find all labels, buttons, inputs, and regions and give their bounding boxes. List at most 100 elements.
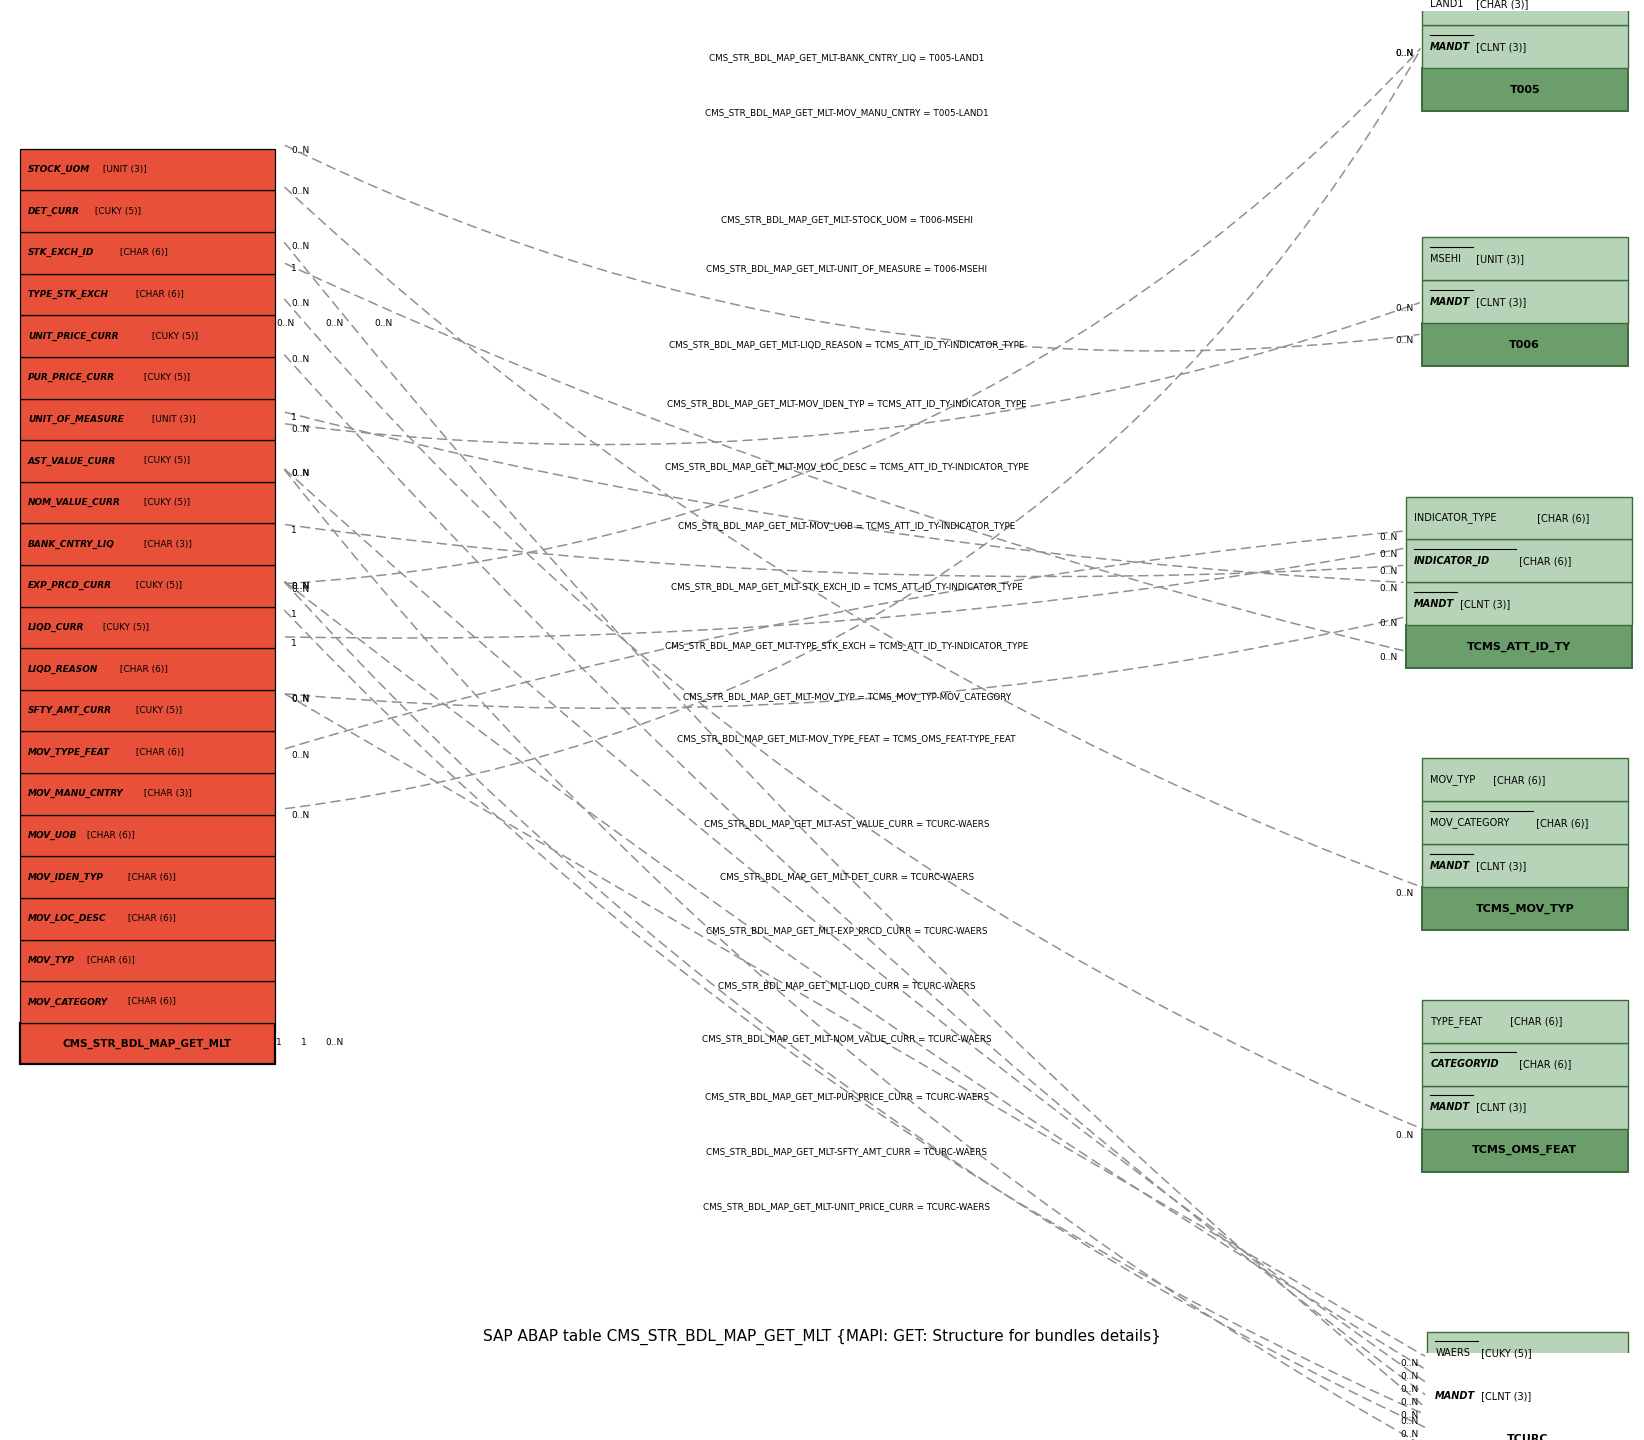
Text: LIQD_CURR: LIQD_CURR <box>28 624 84 632</box>
Text: [CHAR (3)]: [CHAR (3)] <box>141 789 192 798</box>
Text: MANDT: MANDT <box>1435 1391 1475 1401</box>
FancyBboxPatch shape <box>1406 540 1632 582</box>
Text: WAERS: WAERS <box>1435 1348 1470 1358</box>
Text: [CHAR (6)]: [CHAR (6)] <box>117 664 168 674</box>
Text: [CHAR (6)]: [CHAR (6)] <box>1516 556 1572 566</box>
FancyBboxPatch shape <box>1422 1043 1628 1086</box>
FancyBboxPatch shape <box>1422 801 1628 844</box>
FancyBboxPatch shape <box>20 732 275 773</box>
Text: UNIT_PRICE_CURR: UNIT_PRICE_CURR <box>28 331 118 341</box>
Text: [CHAR (6)]: [CHAR (6)] <box>84 956 135 965</box>
Text: 0..N: 0..N <box>1396 49 1414 58</box>
Text: 0..N: 0..N <box>291 425 309 435</box>
FancyBboxPatch shape <box>1427 1417 1628 1440</box>
Text: CMS_STR_BDL_MAP_GET_MLT-MOV_LOC_DESC = TCMS_ATT_ID_TY-INDICATOR_TYPE: CMS_STR_BDL_MAP_GET_MLT-MOV_LOC_DESC = T… <box>664 462 1029 471</box>
Text: [CLNT (3)]: [CLNT (3)] <box>1473 861 1526 871</box>
Text: CMS_STR_BDL_MAP_GET_MLT-NOM_VALUE_CURR = TCURC-WAERS: CMS_STR_BDL_MAP_GET_MLT-NOM_VALUE_CURR =… <box>702 1034 991 1044</box>
Text: CMS_STR_BDL_MAP_GET_MLT-UNIT_OF_MEASURE = T006-MSEHI: CMS_STR_BDL_MAP_GET_MLT-UNIT_OF_MEASURE … <box>707 264 986 272</box>
FancyBboxPatch shape <box>1422 0 1628 26</box>
Text: [CHAR (6)]: [CHAR (6)] <box>84 831 135 840</box>
Text: 0..N: 0..N <box>1396 888 1414 899</box>
Text: CMS_STR_BDL_MAP_GET_MLT-MOV_TYPE_FEAT = TCMS_OMS_FEAT-TYPE_FEAT: CMS_STR_BDL_MAP_GET_MLT-MOV_TYPE_FEAT = … <box>677 734 1016 743</box>
Text: [CHAR (6)]: [CHAR (6)] <box>125 914 176 923</box>
Text: CMS_STR_BDL_MAP_GET_MLT-PUR_PRICE_CURR = TCURC-WAERS: CMS_STR_BDL_MAP_GET_MLT-PUR_PRICE_CURR =… <box>705 1092 988 1102</box>
Text: 0..N: 0..N <box>291 586 309 595</box>
Text: [CHAR (6)]: [CHAR (6)] <box>1508 1017 1562 1027</box>
Text: [CHAR (6)]: [CHAR (6)] <box>1532 818 1588 828</box>
Text: 1: 1 <box>291 638 296 648</box>
Text: MANDT: MANDT <box>1430 42 1470 52</box>
FancyBboxPatch shape <box>20 606 275 648</box>
Text: [CLNT (3)]: [CLNT (3)] <box>1457 599 1509 609</box>
FancyBboxPatch shape <box>1406 582 1632 625</box>
Text: AST_VALUE_CURR: AST_VALUE_CURR <box>28 456 117 465</box>
Text: MOV_TYP: MOV_TYP <box>1430 775 1476 785</box>
Text: 0..N: 0..N <box>1396 336 1414 344</box>
FancyBboxPatch shape <box>20 1022 275 1064</box>
FancyBboxPatch shape <box>20 648 275 690</box>
Text: TYPE_FEAT: TYPE_FEAT <box>1430 1017 1483 1027</box>
Text: 0..N: 0..N <box>1401 1411 1419 1420</box>
Text: [CUKY (5)]: [CUKY (5)] <box>141 498 189 507</box>
FancyBboxPatch shape <box>1422 68 1628 111</box>
Text: [CUKY (5)]: [CUKY (5)] <box>1478 1348 1532 1358</box>
Text: [UNIT (3)]: [UNIT (3)] <box>1473 253 1524 264</box>
Text: [CUKY (5)]: [CUKY (5)] <box>133 582 182 590</box>
FancyBboxPatch shape <box>1422 887 1628 930</box>
FancyBboxPatch shape <box>20 441 275 482</box>
Text: 0..N: 0..N <box>1379 533 1397 541</box>
Text: 0..N: 0..N <box>291 187 309 196</box>
Text: 1: 1 <box>291 526 296 536</box>
Text: 0..N: 0..N <box>1379 567 1397 576</box>
Text: CMS_STR_BDL_MAP_GET_MLT-EXP_PRCD_CURR = TCURC-WAERS: CMS_STR_BDL_MAP_GET_MLT-EXP_PRCD_CURR = … <box>705 926 988 935</box>
Text: STOCK_UOM: STOCK_UOM <box>28 166 90 174</box>
Text: 1: 1 <box>276 1038 281 1047</box>
Text: 1: 1 <box>291 264 296 274</box>
FancyBboxPatch shape <box>20 690 275 732</box>
Text: CMS_STR_BDL_MAP_GET_MLT-LIQD_CURR = TCURC-WAERS: CMS_STR_BDL_MAP_GET_MLT-LIQD_CURR = TCUR… <box>718 981 975 989</box>
Text: CATEGORYID: CATEGORYID <box>1430 1060 1499 1070</box>
Text: 0..N: 0..N <box>276 320 294 328</box>
FancyBboxPatch shape <box>20 815 275 857</box>
Text: 0..N: 0..N <box>291 354 309 364</box>
Text: MOV_TYP: MOV_TYP <box>28 956 76 965</box>
FancyBboxPatch shape <box>20 357 275 399</box>
Text: STK_EXCH_ID: STK_EXCH_ID <box>28 248 94 258</box>
FancyBboxPatch shape <box>20 190 275 232</box>
Text: [CUKY (5)]: [CUKY (5)] <box>133 706 182 716</box>
Text: [UNIT (3)]: [UNIT (3)] <box>148 415 196 423</box>
FancyBboxPatch shape <box>1406 625 1632 668</box>
Text: LIQD_REASON: LIQD_REASON <box>28 664 99 674</box>
Text: 0..N: 0..N <box>1396 304 1414 312</box>
Text: CMS_STR_BDL_MAP_GET_MLT-STK_EXCH_ID = TCMS_ATT_ID_TY-INDICATOR_TYPE: CMS_STR_BDL_MAP_GET_MLT-STK_EXCH_ID = TC… <box>671 582 1023 590</box>
Text: 0..N: 0..N <box>1379 652 1397 662</box>
FancyBboxPatch shape <box>20 939 275 981</box>
Text: 0..N: 0..N <box>291 469 309 478</box>
Text: [CLNT (3)]: [CLNT (3)] <box>1473 1103 1526 1112</box>
FancyBboxPatch shape <box>1422 844 1628 887</box>
Text: 0..N: 0..N <box>291 582 309 590</box>
Text: 0..N: 0..N <box>291 752 309 760</box>
Text: CMS_STR_BDL_MAP_GET_MLT-MOV_IDEN_TYP = TCMS_ATT_ID_TY-INDICATOR_TYPE: CMS_STR_BDL_MAP_GET_MLT-MOV_IDEN_TYP = T… <box>667 399 1026 409</box>
Text: CMS_STR_BDL_MAP_GET_MLT-LIQD_REASON = TCMS_ATT_ID_TY-INDICATOR_TYPE: CMS_STR_BDL_MAP_GET_MLT-LIQD_REASON = TC… <box>669 340 1024 350</box>
FancyBboxPatch shape <box>20 523 275 564</box>
FancyBboxPatch shape <box>1422 281 1628 324</box>
Text: BANK_CNTRY_LIQ: BANK_CNTRY_LIQ <box>28 540 115 549</box>
Text: MOV_LOC_DESC: MOV_LOC_DESC <box>28 914 107 923</box>
Text: [CHAR (6)]: [CHAR (6)] <box>125 873 176 881</box>
Text: INDICATOR_TYPE: INDICATOR_TYPE <box>1414 513 1496 524</box>
Text: TCURC: TCURC <box>1506 1434 1549 1440</box>
Text: 0..N: 0..N <box>326 320 344 328</box>
Text: 0..N: 0..N <box>1401 1385 1419 1394</box>
FancyBboxPatch shape <box>1422 1129 1628 1172</box>
FancyBboxPatch shape <box>1422 999 1628 1043</box>
Text: TCMS_OMS_FEAT: TCMS_OMS_FEAT <box>1473 1145 1577 1155</box>
Text: CMS_STR_BDL_MAP_GET_MLT-MOV_MANU_CNTRY = T005-LAND1: CMS_STR_BDL_MAP_GET_MLT-MOV_MANU_CNTRY =… <box>705 108 988 117</box>
Text: TCMS_MOV_TYP: TCMS_MOV_TYP <box>1475 903 1575 914</box>
Text: SAP ABAP table CMS_STR_BDL_MAP_GET_MLT {MAPI: GET: Structure for bundles details: SAP ABAP table CMS_STR_BDL_MAP_GET_MLT {… <box>483 1329 1161 1345</box>
Text: MOV_MANU_CNTRY: MOV_MANU_CNTRY <box>28 789 123 798</box>
Text: [CLNT (3)]: [CLNT (3)] <box>1473 42 1526 52</box>
Text: 0..N: 0..N <box>1379 585 1397 593</box>
Text: TYPE_STK_EXCH: TYPE_STK_EXCH <box>28 289 109 300</box>
Text: T005: T005 <box>1509 85 1540 95</box>
